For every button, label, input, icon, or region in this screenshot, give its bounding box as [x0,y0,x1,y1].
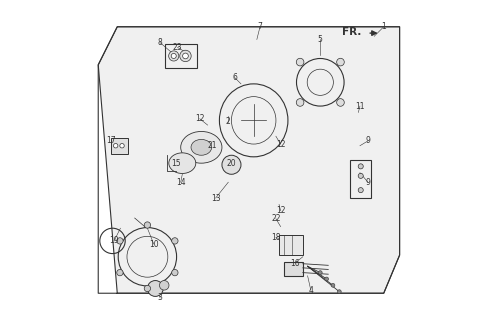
Text: 21: 21 [208,141,217,150]
Circle shape [331,284,335,287]
Text: 2: 2 [226,117,230,126]
Text: 20: 20 [226,159,236,168]
Circle shape [296,99,304,106]
Text: 6: 6 [232,73,237,82]
Circle shape [172,238,178,244]
Text: FR.: FR. [342,27,362,37]
Circle shape [159,281,169,290]
Text: 12: 12 [276,140,286,148]
Text: 11: 11 [355,101,365,111]
Bar [350,160,371,198]
Text: 17: 17 [106,136,116,146]
Bar [279,235,303,255]
Text: 9: 9 [365,136,370,146]
Text: 7: 7 [258,22,263,31]
Text: 1: 1 [381,22,386,31]
Text: 10: 10 [149,240,158,249]
Circle shape [117,238,123,244]
Circle shape [296,58,304,66]
Circle shape [182,53,188,59]
Ellipse shape [191,140,211,155]
Text: 9: 9 [365,178,370,187]
Text: 13: 13 [211,194,220,203]
Circle shape [337,58,344,66]
Circle shape [180,50,191,62]
Text: 15: 15 [171,159,181,168]
Circle shape [120,143,124,148]
Text: 14: 14 [176,178,185,187]
Text: 12: 12 [195,114,204,123]
Text: 12: 12 [276,206,286,215]
Text: 18: 18 [271,233,281,242]
Circle shape [169,51,179,61]
Circle shape [147,281,163,296]
Circle shape [319,271,322,275]
Text: 16: 16 [290,259,300,268]
Text: 22: 22 [271,214,281,223]
Text: 3: 3 [158,293,162,302]
Circle shape [325,277,329,281]
Text: 4: 4 [308,285,313,295]
Ellipse shape [222,155,241,174]
Circle shape [358,173,363,178]
Circle shape [358,164,363,169]
Circle shape [113,143,118,148]
Circle shape [337,99,344,106]
Circle shape [144,222,151,228]
Ellipse shape [181,132,222,163]
Ellipse shape [169,153,196,173]
Polygon shape [98,27,400,293]
Circle shape [117,269,123,276]
Circle shape [172,269,178,276]
Bar [111,138,128,154]
Bar [165,44,196,68]
Circle shape [358,188,363,193]
Circle shape [171,53,176,59]
Circle shape [144,285,151,292]
Text: 5: 5 [318,35,323,44]
Text: 23: 23 [173,43,182,52]
Circle shape [337,290,341,293]
Text: 8: 8 [158,38,162,47]
Bar [284,261,303,276]
Text: 19: 19 [109,236,119,245]
